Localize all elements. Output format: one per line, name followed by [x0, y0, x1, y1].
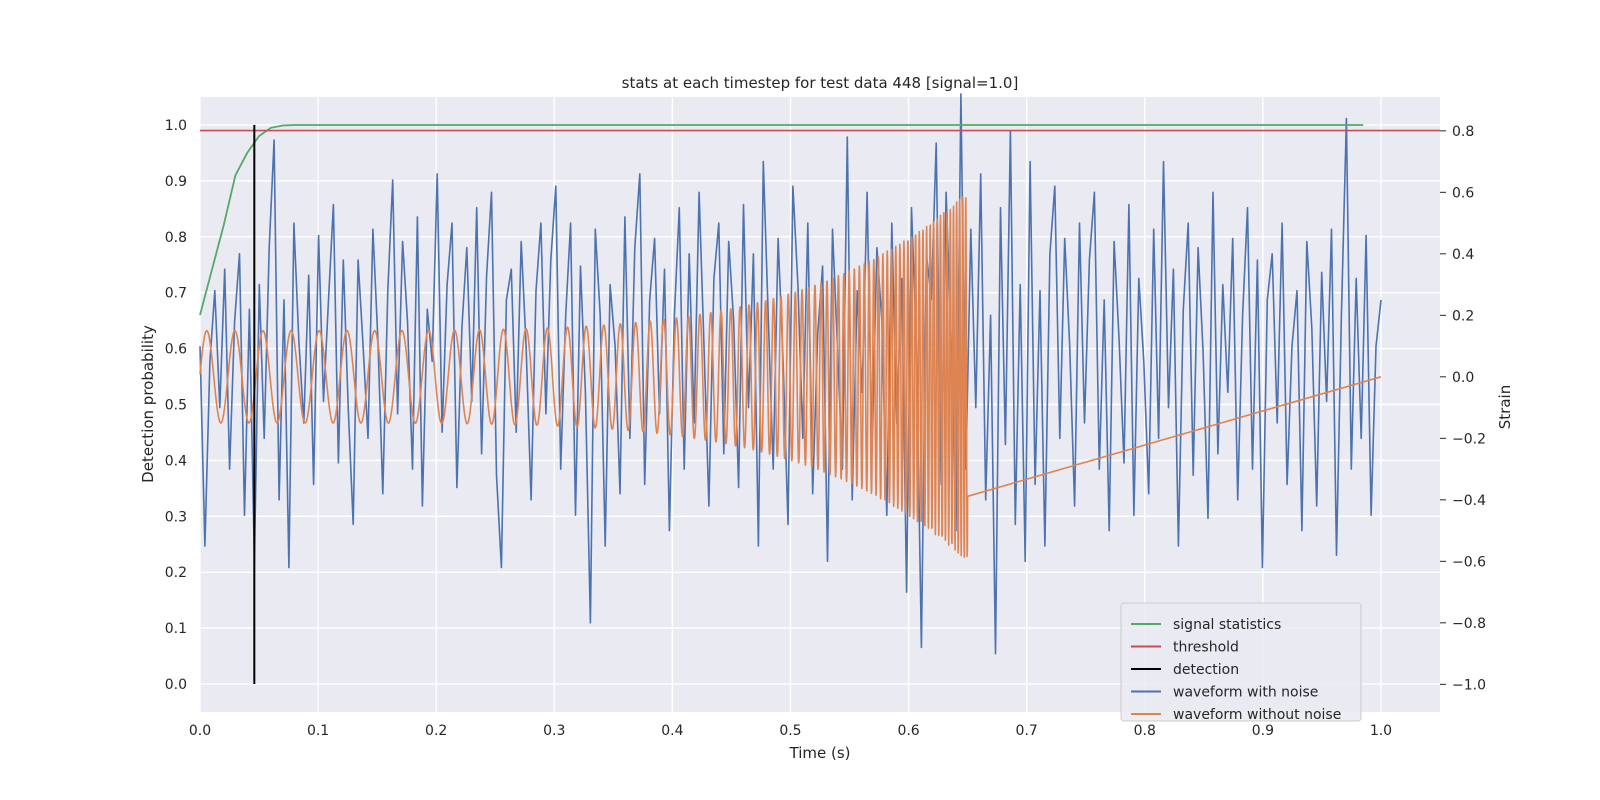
y-axis-label: Detection probability	[139, 325, 157, 483]
y-tick-label: 0.6	[165, 342, 187, 358]
x-tick-label: 0.1	[307, 723, 329, 739]
x-tick-label: 0.2	[425, 723, 447, 739]
x-tick-label: 0.8	[1134, 723, 1156, 739]
x-tick-label: 0.0	[189, 723, 211, 739]
y-tick-label: 0.8	[165, 230, 187, 246]
y-tick-label: 0.4	[165, 453, 187, 469]
series-waveform-without-noise	[199, 196, 1382, 558]
legend-box	[1120, 602, 1362, 722]
y2-tick-label: 0.0	[1452, 370, 1474, 386]
x-tick-label: 0.4	[661, 723, 683, 739]
x-tick-label: 0.6	[897, 723, 919, 739]
series-layer	[199, 93, 1440, 685]
y-axis-left: 0.0 0.1 0.2 0.3 0.4 0.5 0.6 0.7 0.8 0.9 1.0	[165, 118, 187, 693]
legend: signal statistics threshold detection wavef…	[1120, 602, 1362, 723]
y-tick-label: 1.0	[165, 118, 187, 134]
y-tick-label: 0.1	[165, 621, 187, 637]
y2-tick-label: −0.6	[1452, 554, 1486, 570]
x-tick-label: 0.5	[779, 723, 801, 739]
y-tick-label: 0.3	[165, 509, 187, 525]
series-signal-statistics	[199, 124, 1364, 316]
x-tick-label: 0.3	[543, 723, 565, 739]
y-tick-label: 0.5	[165, 398, 187, 414]
legend-label: detection	[1173, 662, 1239, 678]
x-tick-label: 1.0	[1370, 723, 1392, 739]
y-tick-label: 0.9	[165, 174, 187, 190]
y2-axis-label: Strain	[1496, 385, 1514, 429]
y2-tick-label: −0.8	[1452, 616, 1486, 632]
y-tick-label: 0.7	[165, 286, 187, 302]
y-tick-label: 0.0	[165, 677, 187, 693]
y-tick-label: 0.2	[165, 565, 187, 581]
y2-tick-label: −0.4	[1452, 493, 1486, 509]
y2-tick-label: 0.4	[1452, 247, 1474, 263]
legend-label: waveform without noise	[1173, 707, 1341, 723]
legend-label: signal statistics	[1173, 617, 1281, 633]
x-tick-label: 0.7	[1016, 723, 1038, 739]
legend-label: threshold	[1173, 640, 1239, 656]
y2-tick-label: −1.0	[1452, 677, 1486, 693]
chart-title: stats at each timestep for test data 448…	[622, 74, 1019, 92]
y2-tick-label: 0.2	[1452, 308, 1474, 324]
x-axis-label: Time (s)	[789, 744, 851, 762]
y2-tick-label: 0.8	[1452, 124, 1474, 140]
y-axis-right: −1.0 −0.8 −0.6 −0.4 −0.2 0.0 0.2 0.4 0.6 0.8	[1440, 124, 1486, 693]
x-axis: 0.0 0.1 0.2 0.3 0.4 0.5 0.6 0.7 0.8 0.9 1.0	[189, 723, 1392, 739]
x-tick-label: 0.9	[1252, 723, 1274, 739]
legend-label: waveform with noise	[1173, 685, 1318, 701]
y2-tick-label: 0.6	[1452, 185, 1474, 201]
y2-tick-label: −0.2	[1452, 431, 1486, 447]
